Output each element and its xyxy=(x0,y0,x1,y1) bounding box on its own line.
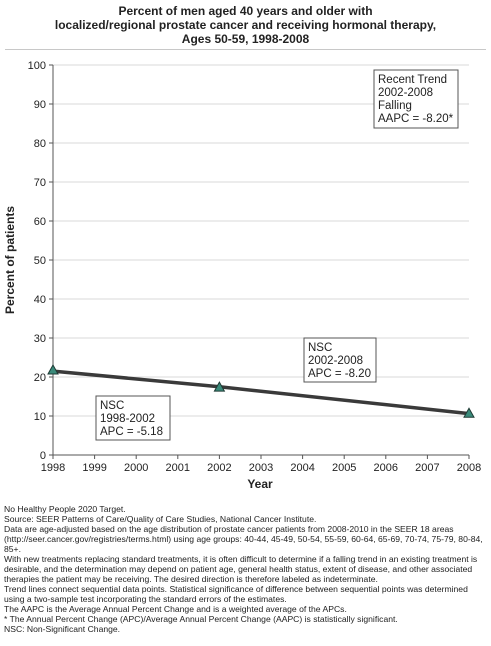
x-tick-label: 2002 xyxy=(207,462,231,474)
x-axis-label: Year xyxy=(247,477,273,491)
y-tick-label: 100 xyxy=(28,60,46,72)
footnote-line: No Healthy People 2020 Target. xyxy=(4,504,488,514)
annotation-text: APC = -5.18 xyxy=(100,426,163,438)
x-tick-label: 1998 xyxy=(41,462,65,474)
footnote-line: NSC: Non-Significant Change. xyxy=(4,624,488,634)
footnote-line: Trend lines connect sequential data poin… xyxy=(4,584,488,604)
x-tick-label: 2006 xyxy=(374,462,398,474)
y-tick-label: 10 xyxy=(34,411,46,423)
x-tick-label: 2005 xyxy=(332,462,356,474)
y-tick-label: 30 xyxy=(34,333,46,345)
y-tick-label: 90 xyxy=(34,99,46,111)
annotation-text: AAPC = -8.20* xyxy=(378,113,454,125)
x-tick-label: 2008 xyxy=(457,462,481,474)
annotation-text: APC = -8.20 xyxy=(308,368,371,380)
annotation-text: 2002-2008 xyxy=(308,355,363,367)
y-tick-label: 80 xyxy=(34,138,46,150)
annotation-text: Recent Trend xyxy=(378,74,447,86)
footnotes: No Healthy People 2020 Target. Source: SE… xyxy=(4,504,488,634)
trend-line-segment xyxy=(53,371,219,387)
y-tick-label: 70 xyxy=(34,177,46,189)
footnote-line: Data are age-adjusted based on the age d… xyxy=(4,524,488,554)
x-tick-label: 2001 xyxy=(166,462,190,474)
trend-line-segment xyxy=(219,387,469,414)
footnote-line: * The Annual Percent Change (APC)/Averag… xyxy=(4,614,488,624)
y-tick-label: 0 xyxy=(40,450,46,462)
x-tick-label: 2003 xyxy=(249,462,273,474)
annotation-text: NSC xyxy=(308,342,332,354)
y-axis-ticks: 0 10 20 30 40 50 60 70 80 90 100 xyxy=(28,60,53,462)
x-tick-label: 2004 xyxy=(290,462,314,474)
x-tick-label: 1999 xyxy=(82,462,106,474)
footnote-line: With new treatments replacing standard t… xyxy=(4,554,488,584)
footnote-line: The AAPC is the Average Annual Percent C… xyxy=(4,604,488,614)
annotation-text: NSC xyxy=(100,400,124,412)
x-tick-label: 2000 xyxy=(124,462,148,474)
data-point-marker xyxy=(48,365,58,374)
x-axis-ticks: 1998 1999 2000 2001 2002 2003 2004 2005 2006 2007… xyxy=(41,455,481,474)
y-tick-label: 50 xyxy=(34,255,46,267)
annotation-text: 1998-2002 xyxy=(100,413,155,425)
y-tick-label: 40 xyxy=(34,294,46,306)
y-tick-label: 60 xyxy=(34,216,46,228)
footnote-line: Source: SEER Patterns of Care/Quality of… xyxy=(4,514,488,524)
y-tick-label: 20 xyxy=(34,372,46,384)
x-tick-label: 2007 xyxy=(415,462,439,474)
line-chart: 0 10 20 30 40 50 60 70 80 90 100 1998 1999 2000 2001 2… xyxy=(0,0,491,500)
y-axis-label: Percent of patients xyxy=(3,206,17,314)
annotation-text: Falling xyxy=(378,100,412,112)
annotation-text: 2002-2008 xyxy=(378,87,433,99)
